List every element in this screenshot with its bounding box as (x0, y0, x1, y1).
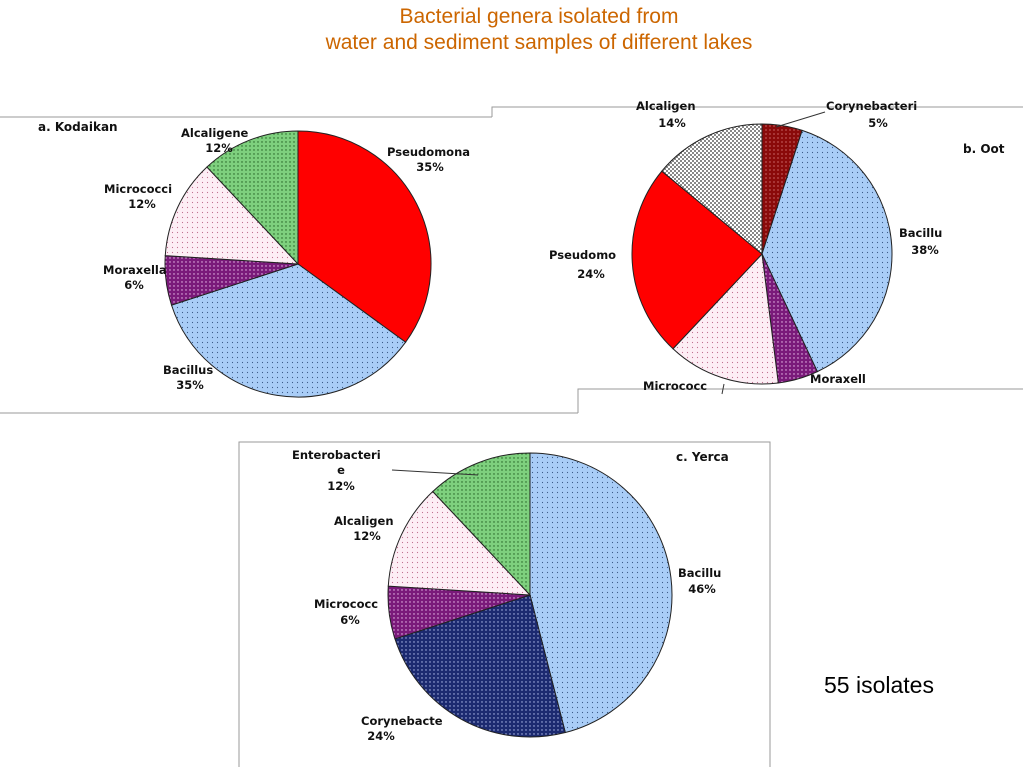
pie-chart-oot: b. Oot Corynebacteri 5% Bacillu 38% Mora… (549, 99, 1005, 395)
slice-value-bacillus-c: 46% (688, 582, 716, 596)
pie-slice-1-4 (164, 166, 300, 265)
pie-slice-2-4 (672, 252, 779, 385)
slice-label-alcaligenes-c: Alcaligen (334, 514, 394, 528)
slice-label-enterobacteriaceae: Enterobacteri (292, 448, 381, 462)
slice-label-moraxella-b: Moraxell (810, 372, 866, 386)
panel-c-frame (238, 441, 771, 767)
slide-title: Bacterial genera isolated from water and… (0, 4, 1023, 56)
slice-label-moraxella: Moraxella (103, 263, 167, 277)
slice-label-corynebacterium-c: Corynebacte (361, 714, 443, 728)
pie-slice-1-5 (206, 130, 299, 266)
slice-value-moraxella: 6% (124, 278, 144, 292)
chart-title-yerca: c. Yerca (676, 450, 729, 464)
panel-b-frame (491, 106, 1023, 413)
slice-value-pseudomonas: 35% (416, 160, 444, 174)
slice-label-bacillus-c: Bacillu (678, 566, 721, 580)
slice-label-enterobacteriaceae-line2: e (337, 463, 345, 477)
pie-slice-3-1 (529, 452, 673, 734)
slice-label-alcaligenes-b: Alcaligen (636, 99, 696, 113)
slice-label-pseudomonas: Pseudomona (387, 145, 470, 159)
pie-slice-1-1 (297, 130, 432, 343)
pie-slice-3-5 (432, 452, 531, 597)
panel-a-frame (0, 116, 578, 414)
slice-value-micrococci: 12% (128, 197, 156, 211)
slice-label-micrococci: Micrococci (104, 182, 172, 196)
slice-value-alcaligenes: 12% (205, 141, 233, 155)
slice-value-alcaligenes-c: 12% (353, 529, 381, 543)
title-line-1: Bacterial genera isolated from (399, 5, 679, 28)
chart-title-kodaikan: a. Kodaikan (38, 120, 118, 134)
slice-label-corynebacterium: Corynebacteri (826, 99, 917, 113)
slice-label-micrococcus-c: Micrococc (314, 597, 378, 611)
slice-value-pseudomonas-b: 24% (577, 267, 605, 281)
pie-slice-2-6 (661, 123, 763, 256)
pie-slice-3-4 (387, 490, 532, 596)
slice-value-alcaligenes-b: 14% (658, 116, 686, 130)
pie-slice-2-5 (631, 170, 763, 350)
pie-slice-1-2 (170, 263, 407, 398)
slice-value-corynebacterium: 5% (868, 116, 888, 130)
slice-value-corynebacterium-c: 24% (367, 729, 395, 743)
isolates-count: 55 isolates (824, 672, 934, 698)
leader-line-enterobacteriaceae (391, 469, 479, 476)
pie-chart-kodaikan: a. Kodaikan Pseudomona 35% Bacillus 35% … (38, 120, 470, 398)
leader-line-corynebacterium (775, 111, 826, 128)
slice-value-bacillus: 35% (176, 378, 204, 392)
chart-title-oot: b. Oot (963, 142, 1005, 156)
slice-label-bacillus: Bacillus (163, 363, 213, 377)
pie-slice-2-2 (761, 129, 893, 373)
slice-label-alcaligenes: Alcaligene (181, 126, 249, 140)
slice-value-micrococcus-c: 6% (340, 613, 360, 627)
slice-label-pseudomonas-b: Pseudomo (549, 248, 616, 262)
slice-label-micrococcus-b: Micrococc (643, 379, 707, 393)
pie-chart-yerca: c. Yerca Bacillu 46% Corynebacte 24% Mic… (292, 448, 729, 743)
pie-slice-3-2 (394, 594, 566, 738)
slice-label-bacillus-b: Bacillu (899, 226, 942, 240)
title-line-2: water and sediment samples of different … (325, 31, 753, 54)
slice-value-bacillus-b: 38% (911, 243, 939, 257)
slice-value-enterobacteriaceae: 12% (327, 479, 355, 493)
leader-line-micrococcus (721, 383, 725, 395)
